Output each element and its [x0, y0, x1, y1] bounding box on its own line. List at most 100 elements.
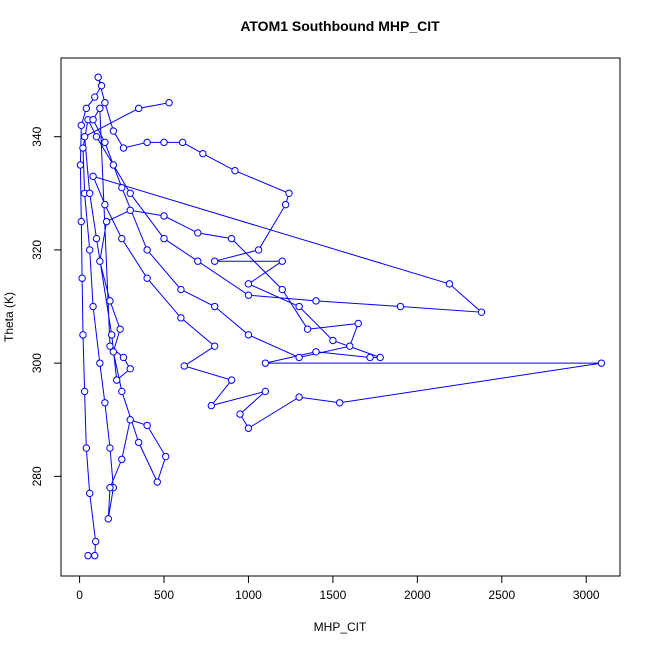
x-tick-label: 500	[154, 588, 174, 602]
data-point	[210, 342, 219, 350]
data-point	[160, 234, 168, 243]
y-tick-label: 320	[30, 240, 44, 260]
data-point	[597, 359, 606, 367]
data-point	[199, 149, 207, 158]
data-point	[477, 308, 486, 316]
data-point	[109, 161, 118, 169]
data-point	[116, 325, 124, 333]
data-point	[285, 189, 293, 198]
data-point	[244, 291, 253, 299]
data-point	[79, 331, 87, 339]
data-point	[162, 452, 170, 461]
data-point	[153, 478, 161, 486]
x-tick-label: 1000	[235, 588, 262, 602]
data-point	[86, 489, 94, 498]
x-tick-label: 1500	[320, 588, 347, 602]
data-point	[106, 483, 114, 492]
data-point	[207, 401, 216, 410]
data-point	[244, 424, 253, 432]
data-point	[101, 399, 109, 407]
data-point	[89, 116, 97, 124]
data-point	[118, 455, 126, 464]
data-point	[91, 551, 99, 560]
data-point	[329, 336, 337, 345]
chart-title: ATOM1 Southbound MHP_CIT	[240, 18, 440, 34]
data-point	[104, 515, 112, 523]
data-point	[113, 376, 121, 384]
data-point	[303, 325, 312, 333]
data-point	[143, 421, 151, 430]
data-point	[91, 537, 100, 546]
data-point	[143, 138, 151, 147]
data-point	[107, 331, 116, 339]
data-point	[354, 319, 362, 328]
data-point	[126, 206, 134, 214]
data-point	[106, 297, 114, 305]
data-point	[118, 387, 126, 396]
data-point	[106, 444, 114, 452]
data-point	[78, 274, 86, 282]
data-point	[396, 302, 405, 311]
data-point	[194, 257, 202, 265]
data-point	[376, 353, 384, 362]
data-point	[177, 285, 185, 294]
data-point	[134, 438, 143, 447]
data-point	[89, 302, 97, 311]
data-point	[261, 387, 270, 396]
data-point	[134, 104, 143, 113]
data-point	[231, 166, 239, 175]
data-point	[119, 353, 128, 362]
data-point	[366, 353, 374, 362]
data-point	[80, 387, 89, 396]
x-tick-label: 2500	[488, 588, 515, 602]
data-point	[210, 302, 219, 311]
data-point	[101, 99, 109, 107]
data-point	[194, 229, 202, 237]
data-point	[92, 132, 101, 141]
data-point	[335, 399, 344, 407]
data-point	[177, 314, 185, 322]
data-point	[86, 189, 94, 198]
y-tick-label: 280	[30, 466, 44, 486]
data-point	[82, 444, 91, 452]
data-point	[101, 138, 109, 147]
data-point	[295, 393, 303, 401]
data-point	[109, 127, 118, 135]
data-point	[281, 200, 290, 209]
data-point	[94, 73, 102, 81]
data-point	[180, 362, 188, 370]
data-point	[210, 257, 219, 265]
data-point	[126, 189, 134, 198]
data-point	[106, 342, 114, 350]
data-point	[118, 183, 126, 192]
data-point	[97, 82, 106, 90]
data-point	[96, 104, 104, 113]
data-point	[101, 200, 109, 209]
y-axis-label: Theta (K)	[2, 292, 16, 342]
data-point	[119, 144, 128, 152]
data-point	[346, 342, 354, 350]
data-point	[86, 246, 94, 254]
data-point	[160, 138, 168, 147]
data-point	[118, 234, 126, 243]
data-point	[445, 280, 454, 288]
data-point	[295, 302, 303, 311]
data-point	[261, 359, 270, 367]
data-point	[96, 359, 104, 367]
data-point	[312, 297, 320, 305]
data-point	[165, 99, 173, 107]
y-tick-label: 300	[30, 353, 44, 373]
data-point	[77, 121, 85, 130]
data-point	[278, 257, 286, 265]
x-tick-label: 3000	[573, 588, 600, 602]
data-point	[244, 331, 253, 339]
data-point	[295, 353, 303, 362]
data-point	[227, 376, 236, 384]
data-point	[236, 410, 244, 418]
data-point	[84, 551, 92, 560]
data-point	[77, 217, 85, 226]
x-tick-label: 2000	[404, 588, 431, 602]
data-point	[126, 416, 134, 424]
data-point	[143, 274, 151, 282]
